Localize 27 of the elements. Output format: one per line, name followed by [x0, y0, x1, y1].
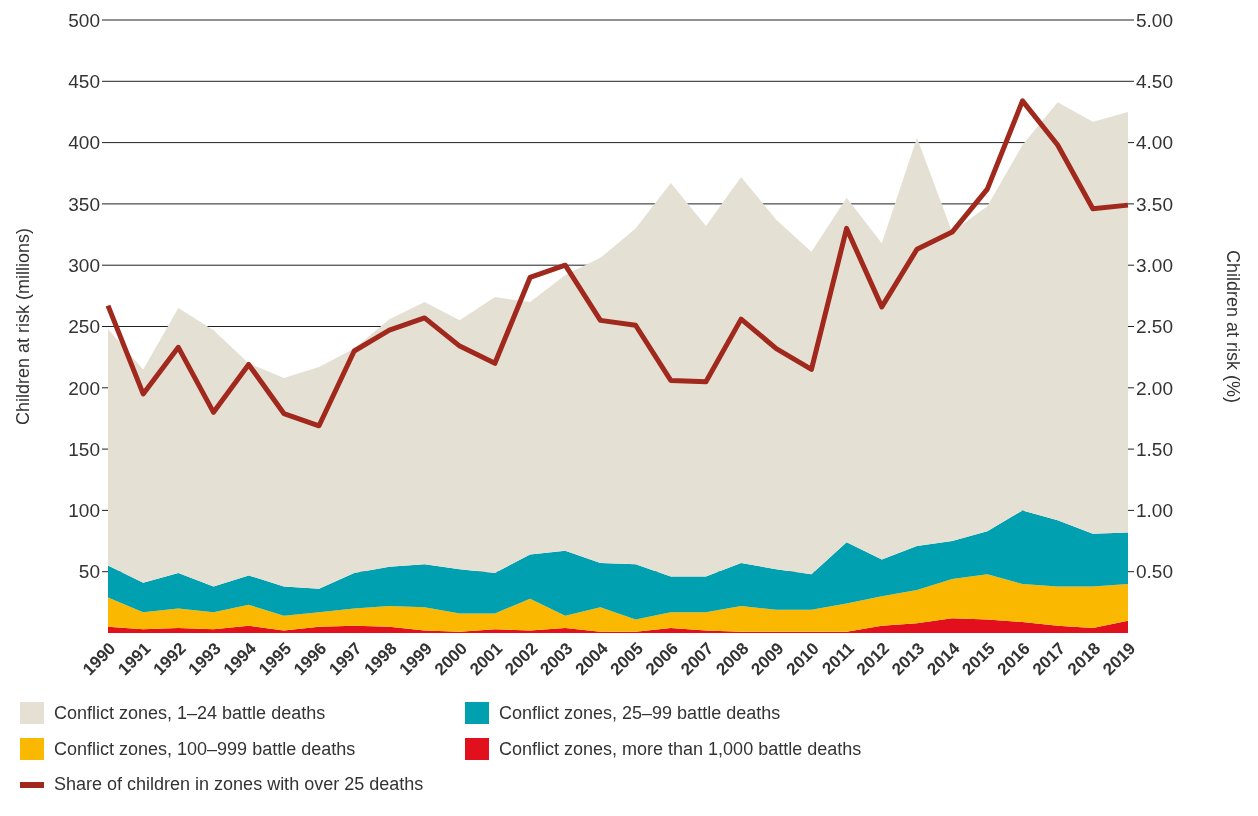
- y-tick-label: 150: [68, 438, 100, 460]
- y-axis-title: Children at risk (millions): [13, 227, 34, 426]
- legend-label: Conflict zones, 25–99 battle deaths: [499, 702, 781, 724]
- y2-tick-label: 4.50: [1136, 71, 1173, 93]
- y-tick-label: 450: [68, 71, 100, 93]
- y-tick-label: 100: [68, 500, 100, 522]
- y-tick-label: 400: [68, 132, 100, 154]
- y2-tick-label: 1.00: [1136, 500, 1173, 522]
- y2-tick-label: 2.00: [1136, 377, 1173, 399]
- y2-tick-label: 2.50: [1136, 316, 1173, 338]
- y-tick-label: 250: [68, 316, 100, 338]
- y2-tick-label: 1.50: [1136, 438, 1173, 460]
- y-tick-label: 350: [68, 193, 100, 215]
- y2-tick-label: 3.00: [1136, 254, 1173, 276]
- y-tick-label: 200: [68, 377, 100, 399]
- y-tick-label: 300: [68, 254, 100, 276]
- y2-tick-label: 3.50: [1136, 193, 1173, 215]
- legend-label: Conflict zones, 100–999 battle deaths: [54, 738, 356, 760]
- y2-axis-title: Children at risk (%): [1222, 249, 1243, 404]
- y2-tick-label: 5.00: [1136, 9, 1173, 31]
- y2-tick-label: 0.50: [1136, 561, 1173, 583]
- y-tick-label: 50: [78, 561, 100, 583]
- y2-tick-label: 4.00: [1136, 132, 1173, 154]
- legend-label: Conflict zones, more than 1,000 battle deaths: [499, 738, 862, 760]
- legend-label: Conflict zones, 1–24 battle deaths: [54, 702, 326, 724]
- y-tick-label: 500: [68, 9, 100, 31]
- legend-label: Share of children in zones with over 25 deaths: [54, 774, 424, 795]
